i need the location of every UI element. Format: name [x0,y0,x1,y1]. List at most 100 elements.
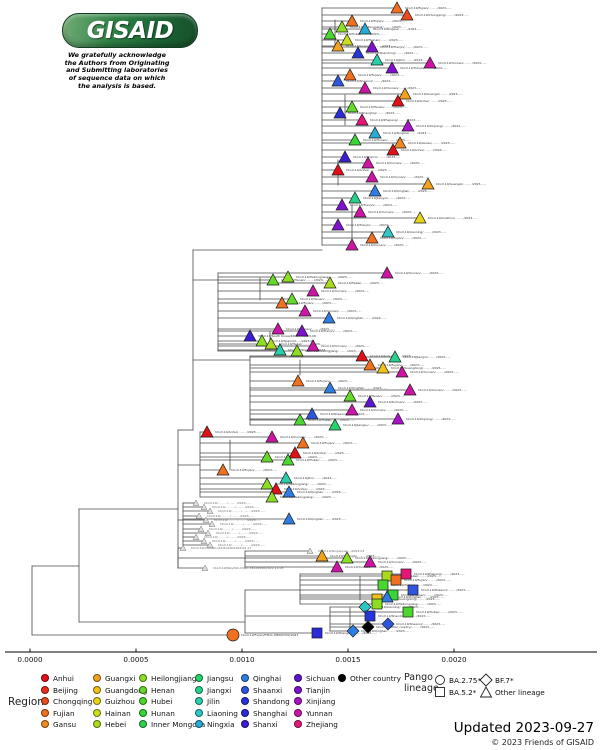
tip-label: hCoV-19/Yunnan/····-····/2023-··-·· [368,210,417,214]
tip-label: hCoV-19/Xinjiang/····-····/2023-··-·· [416,124,466,128]
region-dot-yunnan [294,709,302,717]
tip-marker-triangle [243,329,257,342]
tip-marker-triangle [333,106,347,119]
tip-marker-triangle [291,374,305,387]
tip-label: hCoV-19/Guangdong/····-····/2023-··-·· [391,366,446,370]
tip-marker-triangle [322,311,336,324]
tip-marker-triangle [363,555,377,568]
tip-label: hCoV-19/Anhui/····-····/2023-··-·· [406,99,453,103]
region-label-qinghai: Qinghai [253,673,282,683]
tip-marker-triangle [348,191,362,204]
region-label-anhui: Anhui [53,673,74,683]
gisaid-logo: GISAID [62,13,198,48]
region-dot-tianjin [294,686,302,694]
region-dot-anhui [41,674,49,682]
tip-marker-triangle [340,33,354,46]
tip-marker-square [400,568,412,580]
tip-label: hCoV-19/Heilongjiang/····-····/2023-··-·… [350,25,407,29]
tip-label: hCoV-19/Anhui/····-····/2023-··-·· [303,451,350,455]
tip-label: hCoV-19/Shanghai/····-····/2023-··-·· [348,111,400,115]
tip-label: hCoV-19/Tianjin/····-····/2023-··-·· [310,329,358,333]
pango-label-bf-7-: BF.7* [495,675,514,685]
tip-label: hCoV-19/Hubei/····-····/2023-··-·· [296,458,343,462]
tip-label: hCoV-19/Qinghai/····-····/2023-··-·· [383,189,433,193]
tip-marker-triangle [298,304,312,317]
tip-marker-triangle [216,463,230,476]
tip-marker-triangle [423,56,437,69]
tip-label: hCoV-19/Jilin/····-····/2023-··-·· [385,58,428,62]
tip-label: hCoV-19/Fujian/····-····/2023-··-·· [380,236,427,240]
region-label-jiangxi: Jiangxi [207,685,232,695]
region-label-henan: Henan [151,685,175,695]
tip-marker-square [377,579,389,591]
tip-label: hCoV-19/Tianjin/····-····/2023-··-·· [350,203,398,207]
tip-marker-small-triangle [197,525,205,532]
tip-label: hCoV-19/Hainan/····-····/2023-··-·· [355,38,404,42]
tip-label: hCoV-19/··········/····-····/2023-··-·· [204,535,252,539]
tip-marker-triangle [403,383,417,396]
region-dot-gansu [41,720,49,728]
tip-marker-small-triangle [201,564,209,571]
tip-marker-triangle [335,20,349,33]
tip-marker-triangle [370,53,384,66]
tip-label: hCoV-19/Ningxia/····-····/2023-··-·· [383,131,432,135]
tip-marker-triangle [260,450,274,463]
tip-label: hCoV-19/Yunnan/····-····/2023-··-·· [395,271,444,275]
tip-marker-small-triangle [208,520,216,527]
tip-marker-triangle [275,296,289,309]
region-dot-ningxia [195,720,203,728]
tip-marker-triangle [340,551,354,564]
region-dot-zhejiang [294,720,302,728]
tip-label: hCoV-19/Yunnan/····-····/2023-··-·· [280,435,329,439]
region-dot-inner-mongolia [139,720,147,728]
tip-marker-triangle [355,349,369,362]
tip-label: hCoV-19/Fujian/FZDC-XM060302/2023 [241,633,298,637]
region-dot-guizhou [93,697,101,705]
tip-marker-triangle [265,430,279,443]
tip-marker-small-triangle [200,537,208,544]
tip-marker-triangle [358,81,372,94]
tip-label: hCoV-19/Heilongjiang/····-····/2023-··-·… [275,482,332,486]
tip-label: hCoV-19/Anhui/····-····/2023-··-·· [401,148,448,152]
tip-label: hCoV-19/··········/····-····/2023-··-·· [204,501,252,505]
region-dot-beijing [41,686,49,694]
region-dot-shanxi [241,720,249,728]
tip-label: hCoV-19/Jiangsu/····-····/2023-··-·· [343,423,392,427]
tip-label: hCoV-19/Henan/····-····/2023-··-·· [358,394,406,398]
tip-marker-small-triangle [202,516,210,523]
region-dot-henan [139,686,147,694]
tip-marker-triangle [361,156,375,169]
tip-label: hCoV-19/Liaoning/····-····/2023-··-·· [396,230,447,234]
tip-marker-triangle [266,273,280,286]
tip-marker-triangle [271,322,285,335]
copyright-text: © 2023 Friends of GISAID [491,738,594,747]
region-label-tianjin: Tianjin [306,685,331,695]
gisaid-logo-text: GISAID [86,17,174,44]
tip-marker-triangle [282,512,296,525]
tip-label: hCoV-19/Henan/····-····/2023-··-·· [281,278,329,282]
tip-marker-triangle [351,46,365,59]
tip-label: hCoV-19/Yunnan/····-····/2023-··-·· [321,344,370,348]
tip-marker-triangle [282,485,296,498]
scale-axis-tick-label: 0.0015 [335,655,360,664]
tip-label: hCoV-19/Hebei/····-····/2023-··-·· [338,281,385,285]
tip-label: hCoV-19/Qinghai/····-····/2023-··-·· [361,629,411,633]
tip-marker-triangle [421,177,435,190]
region-dot-qinghai [241,674,249,682]
tip-label: hCoV-19/Fujian/····-····/2023-··-·· [404,578,451,582]
region-label-xinjiang: Xinjiang [306,696,336,706]
tip-label: hCoV-19/Fujian/····-····/2023-··-·· [290,301,337,305]
tip-marker-triangle [273,343,287,356]
tip-marker-triangle [260,477,274,490]
tip-marker-triangle [348,133,362,146]
region-label-jiangsu: Jiangsu [207,673,234,683]
tip-marker-square [402,606,414,618]
tip-label: hCoV-19/Anhui/····-····/2023-··-·· [284,487,331,491]
tip-label: hCoV-19/Guangxi/····-····/2023-··-·· [436,182,486,186]
tip-marker-small-triangle [204,529,212,536]
tip-marker-triangle [281,270,295,283]
region-dot-hainan [93,709,101,717]
tip-label: hCoV-19/Zhejiang/····-····/2023-··-·· [414,572,465,576]
tip-marker-triangle [200,425,214,438]
tip-marker-small-triangle [179,544,187,551]
